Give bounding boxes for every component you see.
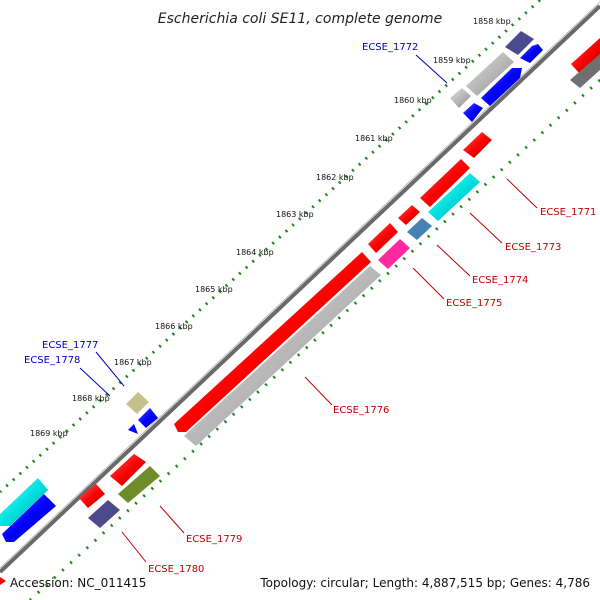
tick-labels: 1858 kbp 1859 kbp 1860 kbp 1861 kbp 1862… [30,17,511,438]
gene-ecse-1778[interactable] [128,424,138,434]
gene-ecse-1771[interactable] [463,132,492,158]
gene-label[interactable]: ECSE_1779 [186,534,242,545]
accession-marker-icon [0,577,6,585]
gene-gray[interactable] [466,52,514,96]
gene-label[interactable]: ECSE_1771 [540,207,596,218]
gene-label[interactable]: ECSE_1774 [472,275,528,286]
gene-label[interactable]: ECSE_1777 [42,340,98,351]
leader-lines [79,54,538,563]
tick-label: 1866 kbp [155,322,193,331]
gene-blue-bottomleft[interactable] [2,494,56,542]
tick-label: 1862 kbp [316,173,354,182]
gene-red[interactable] [368,223,398,253]
tick-label: 1864 kbp [236,248,274,257]
gene-label[interactable]: ECSE_1773 [505,242,561,253]
gene-ecse-1774[interactable] [407,218,432,240]
gene-blue-small[interactable] [463,103,483,122]
tick-label: 1863 kbp [276,210,314,219]
gene-ecse-1777[interactable] [126,392,149,414]
gene-label[interactable]: ECSE_1776 [333,405,389,416]
gene-darkgray-topright[interactable] [570,54,600,88]
gene-label[interactable]: ECSE_1780 [148,564,204,575]
gene-red[interactable] [79,484,105,508]
gene-navy[interactable] [505,31,534,55]
gene-gray-small[interactable] [450,88,471,108]
gene-ecse-1780[interactable] [88,500,120,528]
gene-blue-arrow-small[interactable] [138,408,158,428]
outer-tick-ring [0,0,542,494]
gene-label[interactable]: ECSE_1778 [24,355,80,366]
inner-tick-ring [28,78,600,600]
gene-blue-arrow[interactable] [481,68,522,106]
gene-red-small[interactable] [398,205,420,225]
tick-label: 1860 kbp [394,96,432,105]
tick-label: 1869 kbp [30,429,68,438]
gene-red[interactable] [110,454,146,486]
gene-ecse-1773[interactable] [420,159,470,207]
tick-label: 1858 kbp [473,17,511,26]
gene-features [0,31,600,542]
topology-text: Topology: circular; Length: 4,887,515 bp… [260,576,590,590]
genome-backbone [0,4,600,574]
gene-ecse-1775[interactable] [378,239,410,269]
map-title: Escherichia coli SE11, complete genome [158,11,442,27]
gene-label[interactable]: ECSE_1775 [446,298,502,309]
gene-ecse-1776[interactable] [174,252,371,432]
gene-cyan-bottomleft[interactable] [0,478,48,526]
gene-cyan[interactable] [428,173,480,221]
gene-gray-long[interactable] [184,266,381,446]
gene-blue-arrow[interactable] [520,44,543,63]
tick-label: 1865 kbp [195,285,233,294]
tick-label: 1861 kbp [355,134,393,143]
tick-label: 1859 kbp [433,56,471,65]
tick-label: 1867 kbp [114,358,152,367]
accession-text: Accession: NC_011415 [10,576,147,590]
tick-label: 1868 kbp [72,394,110,403]
gene-ecse-1779[interactable] [118,466,160,503]
gene-red-topright[interactable] [571,38,600,74]
gene-label[interactable]: ECSE_1772 [362,42,418,53]
